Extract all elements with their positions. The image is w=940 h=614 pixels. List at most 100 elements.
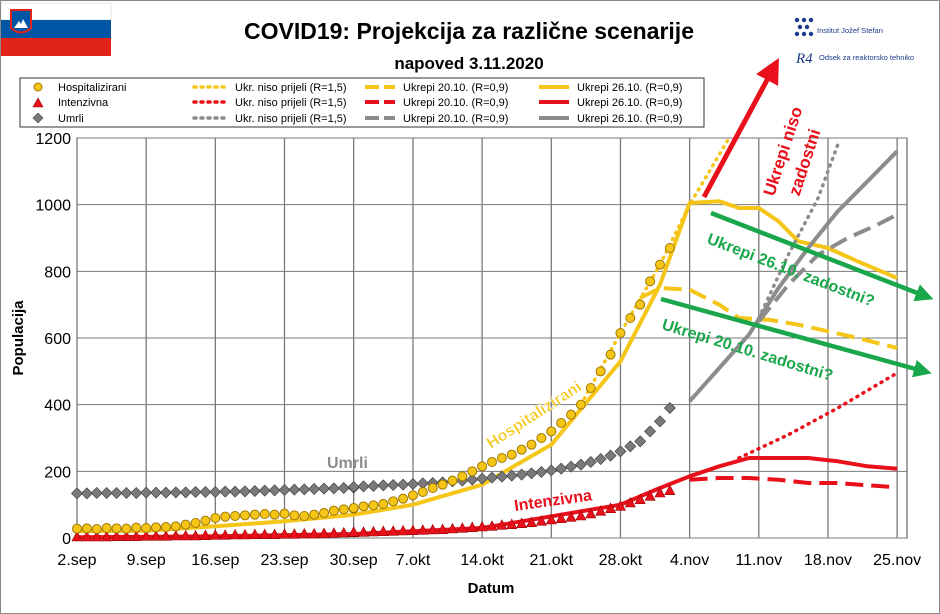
x-tick-label: 21.okt [529, 552, 573, 569]
data-point-umrli [406, 478, 419, 490]
data-point-hospitalizirani [388, 496, 399, 507]
legend-label-s1: Ukr. niso prijeli (R=1,5) [235, 82, 347, 94]
data-point-hospitalizirani [526, 439, 537, 450]
legend-label-s3: Ukrepi 26.10. (R=0,9) [577, 82, 682, 94]
x-tick-label: 28.okt [599, 552, 643, 569]
data-point-umrli [387, 479, 400, 491]
x-tick-label: 14.okt [460, 552, 504, 569]
data-point-intenzivna [180, 529, 192, 541]
data-point-hospitalizirani [220, 511, 231, 522]
data-point-intenzivna [437, 523, 449, 534]
data-point-umrli [90, 487, 103, 499]
data-point-hospitalizirani [81, 523, 92, 534]
data-point-intenzivna [111, 530, 123, 541]
data-point-intenzivna [555, 512, 567, 523]
projection-hosp-dotted [579, 136, 731, 407]
y-tick-label: 600 [44, 331, 71, 348]
data-point-hospitalizirani [309, 509, 320, 520]
data-point-hospitalizirani [299, 511, 310, 521]
data-point-intenzivna [259, 528, 271, 539]
x-tick-label: 7.okt [396, 552, 431, 569]
data-point-intenzivna [81, 530, 93, 542]
data-point-intenzivna [446, 522, 458, 534]
data-point-umrli [653, 415, 666, 428]
arrow-ukrepi-niso [701, 57, 779, 199]
data-point-hospitalizirani [457, 471, 468, 482]
data-point-intenzivna [476, 520, 488, 532]
data-point-intenzivna [91, 530, 103, 542]
projection-icu-dotted [737, 371, 899, 460]
data-point-intenzivna [535, 515, 547, 526]
data-point-intenzivna [545, 513, 557, 525]
data-point-hospitalizirani [398, 493, 409, 504]
data-point-umrli [288, 483, 301, 496]
data-point-umrli [199, 486, 212, 498]
data-point-hospitalizirani [338, 504, 349, 515]
axes: 0 200 400 600 800 1000 1200 2.sep 9.sep 16.sep 23.… [35, 131, 921, 569]
annotation-umrli: Umrli [327, 455, 368, 472]
x-tick-label: 9.sep [127, 552, 166, 569]
data-point-umrli [604, 449, 617, 462]
data-point-umrli [525, 467, 538, 480]
data-point-hospitalizirani [546, 426, 557, 437]
data-point-umrli [377, 479, 390, 492]
data-point-intenzivna [269, 528, 281, 539]
data-point-intenzivna [209, 529, 221, 540]
data-point-hospitalizirani [585, 383, 596, 393]
data-point-hospitalizirani [141, 523, 152, 533]
data-point-hospitalizirani [378, 499, 389, 509]
data-point-hospitalizirani [180, 519, 191, 530]
data-point-hospitalizirani [595, 366, 606, 377]
data-point-umrli [150, 486, 163, 499]
data-point-hospitalizirani [427, 483, 438, 493]
data-point-umrli [634, 435, 647, 448]
data-point-intenzivna [160, 530, 172, 541]
projection-hosp-solid [76, 199, 898, 534]
r4-logo: R4 Odsek za reaktorsko tehniko [795, 51, 914, 67]
ijs-logo-icon [794, 17, 814, 37]
data-point-intenzivna [516, 517, 528, 528]
x-tick-label: 4.nov [670, 552, 709, 569]
data-point-umrli [110, 487, 123, 499]
data-point-umrli [308, 483, 321, 495]
data-point-hospitalizirani [131, 522, 142, 533]
data-point-hospitalizirani [654, 259, 665, 270]
data-point-hospitalizirani [447, 475, 458, 486]
data-point-intenzivna [219, 529, 231, 540]
data-point-umrli [120, 487, 133, 499]
data-point-intenzivna [120, 530, 132, 541]
data-point-umrli [555, 462, 568, 475]
data-point-intenzivna [644, 490, 656, 501]
legend-marker-triangle-icon [32, 97, 44, 108]
data-point-umrli [238, 485, 251, 498]
data-point-hospitalizirani [536, 433, 547, 443]
data-point-intenzivna [664, 484, 676, 495]
data-point-umrli [515, 468, 528, 481]
x-tick-label: 2.sep [57, 552, 96, 569]
data-point-hospitalizirani [269, 509, 280, 520]
data-point-hospitalizirani [645, 276, 656, 287]
data-point-hospitalizirani [368, 500, 379, 511]
data-point-umrli [565, 460, 578, 473]
data-point-intenzivna [130, 530, 142, 541]
data-point-intenzivna [308, 527, 320, 539]
legend-label-s1: Ukr. niso prijeli (R=1,5) [235, 97, 347, 109]
r4-logo-mark: R4 [795, 51, 813, 67]
data-point-umrli [466, 473, 479, 486]
data-point-intenzivna [358, 526, 370, 537]
legend-box [19, 77, 705, 128]
data-point-intenzivna [654, 486, 666, 498]
data-point-hospitalizirani [615, 328, 626, 338]
data-point-intenzivna [140, 530, 152, 541]
data-point-umrli [476, 472, 489, 485]
observed-markers [71, 243, 676, 542]
projection-umrli-solid [688, 149, 899, 403]
data-point-umrli [663, 402, 676, 414]
data-point-umrli [71, 487, 83, 500]
data-point-umrli [594, 453, 607, 465]
data-point-intenzivna [526, 516, 538, 527]
data-point-umrli [258, 484, 271, 497]
data-point-umrli [505, 469, 518, 482]
data-point-intenzivna [605, 502, 617, 513]
